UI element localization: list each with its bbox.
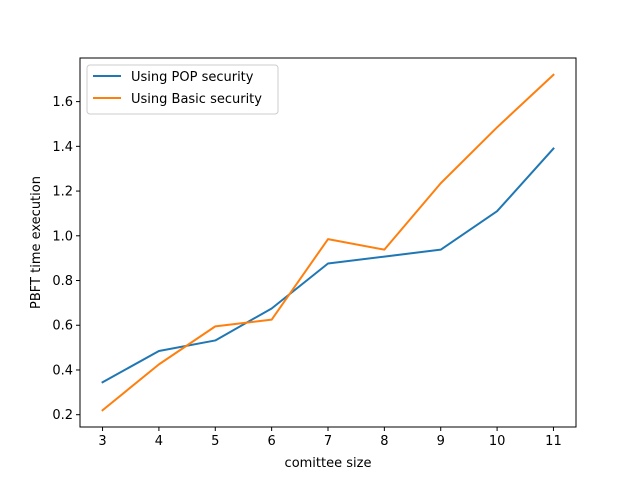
y-tick-label: 1.0 — [52, 229, 73, 244]
y-axis-ticks: 0.2 0.4 0.6 0.8 1.0 1.2 1.4 1.6 — [52, 95, 80, 423]
axes-frame — [79, 57, 577, 428]
y-axis-label: PBFT time execution — [29, 176, 44, 309]
y-tick-label: 1.4 — [52, 140, 73, 155]
y-tick-label: 1.2 — [52, 185, 73, 200]
x-tick-label: 11 — [545, 434, 562, 449]
x-axis-label: comittee size — [285, 456, 372, 471]
legend-box — [86, 64, 279, 115]
x-tick-label: 7 — [324, 434, 332, 449]
legend-label-pop: Using POP security — [131, 70, 254, 85]
y-tick-label: 1.6 — [52, 95, 73, 110]
legend-label-basic: Using Basic security — [131, 92, 262, 107]
y-tick-label: 0.2 — [52, 408, 73, 423]
x-axis-ticks: 3 4 5 6 7 8 9 10 11 — [98, 427, 562, 449]
y-tick-label: 0.6 — [52, 319, 73, 334]
series-lines — [101, 73, 555, 412]
series-line-basic — [101, 73, 555, 412]
x-tick-label: 10 — [489, 434, 506, 449]
legend: Using POP security Using Basic security — [86, 64, 279, 115]
x-tick-label: 5 — [211, 434, 219, 449]
series-line-pop — [101, 147, 555, 384]
x-tick-label: 9 — [437, 434, 445, 449]
x-tick-label: 8 — [380, 434, 388, 449]
x-tick-label: 6 — [267, 434, 275, 449]
x-tick-label: 3 — [98, 434, 106, 449]
y-tick-label: 0.4 — [52, 363, 73, 378]
y-tick-label: 0.8 — [52, 274, 73, 289]
x-tick-label: 4 — [155, 434, 163, 449]
